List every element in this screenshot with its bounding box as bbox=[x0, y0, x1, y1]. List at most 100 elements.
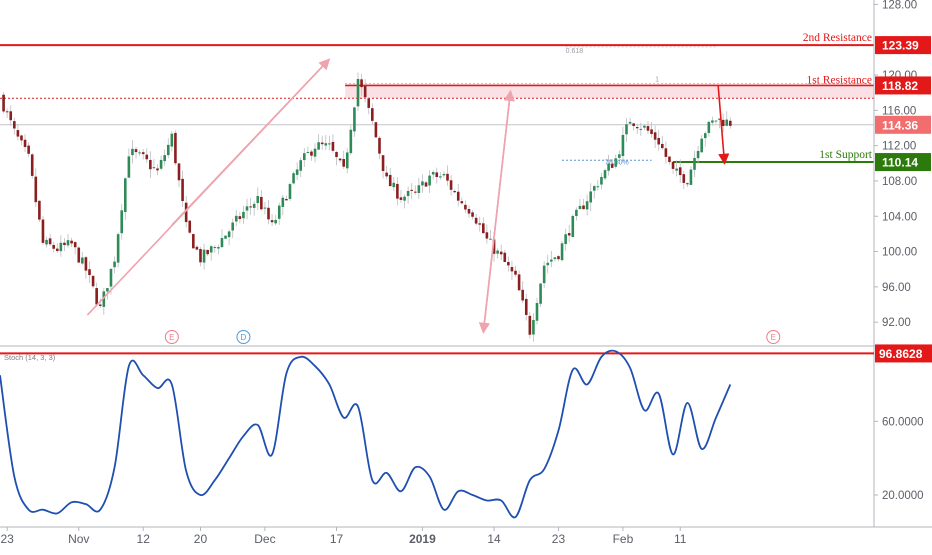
candle-body bbox=[535, 303, 539, 321]
time-axis[interactable]: 23 Nov 12 20 Dec 17 2019 14 23 Feb 11 bbox=[0, 527, 687, 546]
candle-body bbox=[192, 234, 195, 249]
candle-body bbox=[596, 186, 600, 188]
candle-body bbox=[199, 248, 202, 263]
candle-body bbox=[70, 240, 73, 244]
candle-body bbox=[41, 219, 45, 243]
candle-body bbox=[149, 159, 152, 170]
projection-arrows-layer: 0.618 1 78.60% bbox=[86, 48, 730, 334]
candle-body bbox=[353, 107, 356, 132]
badge-second-resistance-text: 123.39 bbox=[882, 39, 919, 53]
candle-body bbox=[567, 233, 571, 236]
candle-body bbox=[195, 246, 199, 250]
candle-body bbox=[120, 210, 124, 234]
stoch-line-layer: 96.8628 bbox=[0, 344, 932, 519]
arrow-retrace bbox=[171, 58, 330, 226]
candle-body bbox=[435, 172, 439, 178]
candle-body bbox=[575, 209, 578, 217]
event-marker-circle[interactable] bbox=[236, 330, 251, 344]
candle-body bbox=[224, 235, 227, 239]
candle-body bbox=[188, 220, 192, 233]
candle-body bbox=[510, 267, 514, 272]
event-marker-label: E bbox=[169, 333, 174, 342]
candle-body bbox=[589, 191, 592, 203]
candle-body bbox=[507, 261, 510, 266]
candle-body bbox=[550, 259, 553, 262]
candle-body bbox=[664, 148, 668, 157]
candle-body bbox=[106, 288, 109, 292]
candle-body bbox=[499, 251, 503, 255]
candle-body bbox=[181, 178, 184, 202]
candle-body bbox=[482, 223, 485, 234]
candle-body bbox=[632, 123, 635, 127]
candle-body bbox=[686, 183, 689, 185]
candle-body bbox=[625, 124, 628, 135]
candle-body bbox=[217, 247, 220, 249]
candle-body bbox=[431, 172, 435, 175]
badge-first-resistance-text: 118.82 bbox=[882, 79, 918, 93]
candle-body bbox=[424, 182, 428, 187]
candle-body bbox=[689, 169, 693, 185]
stoch-indicator-label[interactable]: Stoch (14, 3, 3) bbox=[4, 353, 56, 362]
candle-body bbox=[116, 234, 120, 263]
price-axis[interactable]: 128.00120.00116.00112.00108.00104.00100.… bbox=[874, 0, 917, 329]
candle-body bbox=[320, 142, 324, 145]
candle-body bbox=[5, 111, 9, 113]
candle-body bbox=[474, 217, 478, 224]
candle-body bbox=[643, 125, 646, 128]
candle-body bbox=[557, 256, 560, 260]
candle-body bbox=[131, 148, 134, 156]
badge-first-support-text: 110.14 bbox=[882, 156, 918, 170]
candle-body bbox=[668, 156, 671, 163]
candle-body bbox=[338, 158, 342, 161]
candle-body bbox=[693, 157, 696, 170]
candle-body bbox=[539, 283, 542, 304]
candle-body bbox=[388, 174, 392, 187]
candle-body bbox=[417, 185, 421, 194]
candle-body bbox=[84, 257, 88, 271]
candle-body bbox=[245, 206, 249, 211]
candle-body bbox=[514, 270, 517, 275]
candle-body bbox=[27, 145, 30, 154]
candles-layer[interactable] bbox=[2, 72, 732, 342]
candle-body bbox=[578, 205, 582, 210]
stoch-k-line bbox=[0, 349, 732, 519]
candle-body bbox=[274, 219, 277, 224]
candle-body bbox=[560, 243, 564, 261]
time-tick-label: Nov bbox=[68, 532, 89, 546]
candle-body bbox=[163, 155, 166, 162]
candle-body bbox=[524, 298, 528, 315]
candle-body bbox=[277, 205, 281, 219]
candle-body bbox=[381, 155, 385, 172]
candle-body bbox=[88, 269, 91, 276]
candle-body bbox=[553, 257, 557, 260]
candle-body bbox=[9, 111, 13, 121]
candle-body bbox=[73, 242, 77, 248]
candle-body bbox=[650, 129, 653, 134]
candle-body bbox=[127, 156, 131, 178]
price-tick-label: 96.00 bbox=[882, 282, 911, 294]
candle-body bbox=[102, 291, 106, 307]
stoch-axis[interactable]: 60.0000 20.0000 bbox=[874, 416, 924, 502]
candle-body bbox=[503, 252, 507, 263]
candle-body bbox=[263, 207, 267, 209]
candle-body bbox=[392, 182, 396, 188]
event-marker-circle[interactable] bbox=[164, 330, 179, 344]
candle-body bbox=[707, 121, 711, 133]
candle-body bbox=[38, 200, 41, 220]
candle-body bbox=[360, 79, 363, 88]
candle-body bbox=[492, 239, 496, 254]
candle-body bbox=[410, 189, 413, 191]
candle-body bbox=[471, 212, 474, 217]
event-marker-circle[interactable] bbox=[766, 330, 781, 344]
candle-body bbox=[546, 262, 550, 266]
candle-body bbox=[521, 289, 524, 301]
candle-body bbox=[449, 180, 453, 190]
candle-body bbox=[52, 244, 55, 249]
candle-body bbox=[413, 191, 417, 193]
candle-body bbox=[30, 154, 34, 176]
candle-body bbox=[614, 158, 618, 167]
level-name-label: 1st Support bbox=[819, 149, 873, 161]
candle-body bbox=[582, 205, 585, 210]
